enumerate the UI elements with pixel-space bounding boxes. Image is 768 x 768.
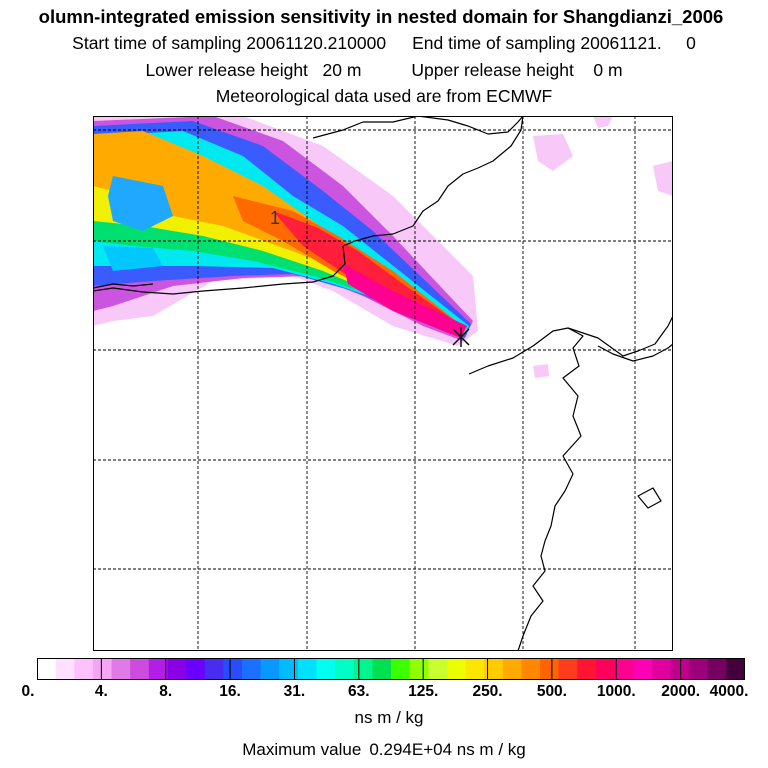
colorbar-segment (130, 658, 150, 680)
colorbar-segment (689, 658, 709, 680)
colorbar-segment (186, 658, 206, 680)
colorbar-units: ns m / kg (354, 708, 424, 727)
grid-lines (93, 116, 673, 651)
plume-speck-e (533, 364, 549, 378)
colorbar-segment (558, 658, 578, 680)
colorbar-tick-label: 31. (283, 683, 306, 700)
colorbar-segment (279, 658, 299, 680)
coastline-bay (93, 245, 346, 295)
coastline-peninsula (567, 315, 673, 357)
colorbar-segment (297, 658, 318, 680)
colorbar-segment (316, 658, 336, 680)
contour-label: 1 (270, 208, 280, 228)
coastline-north (312, 116, 524, 139)
colorbar-segment (353, 658, 373, 680)
colorbar-segment (148, 658, 169, 680)
colorbar-tick-label: 63. (348, 683, 370, 700)
colorbar-segment (409, 658, 429, 680)
colorbar-segment (260, 658, 280, 680)
colorbar-segment (465, 658, 485, 680)
lower-release-value: 20 m (322, 60, 362, 80)
colorbar-tick-label: 2000. (661, 683, 701, 700)
colorbar-tick-label: 125. (408, 683, 439, 700)
colorbar-tick-label: 0. (21, 683, 35, 700)
colorbar-segment (335, 658, 355, 680)
colorbar-segment (577, 658, 597, 680)
plume-core-peak (343, 264, 467, 338)
colorbar-segment (670, 658, 690, 680)
max-value-label: Maximum value (242, 740, 362, 759)
maximum-value: Maximum value 0.294E+04 ns m / kg (0, 740, 768, 760)
met-data-line: Meteorological data used are from ECMWF (215, 86, 553, 106)
colorbar-segment (223, 658, 243, 680)
colorbar-segment (540, 658, 560, 680)
colorbar-segment (92, 658, 113, 680)
release-heights: Lower release height 20 m Upper release h… (0, 60, 768, 80)
colorbar-segment (241, 658, 262, 680)
colorbar-segment (167, 658, 187, 680)
colorbar-segment (633, 658, 653, 680)
max-value-number: 0.294E+04 ns m / kg (369, 740, 526, 759)
release-marker (452, 327, 470, 347)
plume-speck-ne-2 (653, 161, 673, 196)
colorbar-segment (521, 658, 541, 680)
end-time: End time of sampling 20061121. (412, 33, 662, 53)
colorbar-segment (707, 658, 727, 680)
coastline-southwest (93, 283, 154, 289)
plume-blue-pocket-1 (108, 176, 173, 231)
map-frame (93, 116, 673, 651)
colorbar-segment (111, 658, 131, 680)
coastline-east (468, 327, 584, 651)
plume-speck-ne-3 (593, 116, 613, 128)
colorbar-tick-label: 1000. (596, 683, 636, 700)
upper-release-label: Upper release height (411, 60, 574, 80)
lower-release-label: Lower release height (145, 60, 308, 80)
coastlines (93, 116, 673, 651)
plume-blue-pocket-2 (103, 246, 163, 271)
colorbar-segment (502, 658, 523, 680)
colorbar-frame (37, 658, 745, 680)
colorbar-segment (595, 658, 616, 680)
colorbar-segment (204, 658, 224, 680)
plume-speck-ne-1 (533, 134, 573, 171)
colorbar-tick-label: 250. (472, 683, 503, 700)
colorbar-tick-label: 4. (94, 683, 108, 700)
colorbar-segment (391, 658, 411, 680)
map-panel: 1 (93, 116, 673, 651)
start-time: Start time of sampling 20061120.210000 (72, 33, 387, 53)
colorbar-segment (55, 658, 75, 680)
coastline-island (637, 487, 662, 509)
end-time-value: 0 (686, 33, 696, 53)
colorbar-major-ticks (100, 658, 682, 680)
colorbar-tick-label: 500. (536, 683, 567, 700)
colorbar-segment (428, 658, 448, 680)
sampling-times: Start time of sampling 20061120.210000 En… (0, 33, 768, 53)
colorbar-tick-label: 4000. (709, 683, 749, 700)
emission-plume (93, 116, 673, 378)
plot-title: olumn-integrated emission sensitivity in… (38, 6, 724, 27)
colorbar-segment (37, 658, 57, 680)
colorbar-segment (484, 658, 504, 680)
colorbar-segments (37, 658, 745, 680)
colorbar-segment (651, 658, 672, 680)
colorbar-tick-label: 8. (159, 683, 173, 700)
colorbar-segment (726, 658, 745, 680)
colorbar-tick-label: 16. (219, 683, 241, 700)
colorbar-segment (614, 658, 634, 680)
upper-release-value: 0 m (593, 60, 623, 80)
colorbar-segment (372, 658, 392, 680)
colorbar-segment (74, 658, 94, 680)
coastline-northeast (342, 116, 524, 247)
colorbar-segment (446, 658, 467, 680)
coastline-far-east (597, 343, 673, 362)
colorbar (37, 658, 745, 680)
